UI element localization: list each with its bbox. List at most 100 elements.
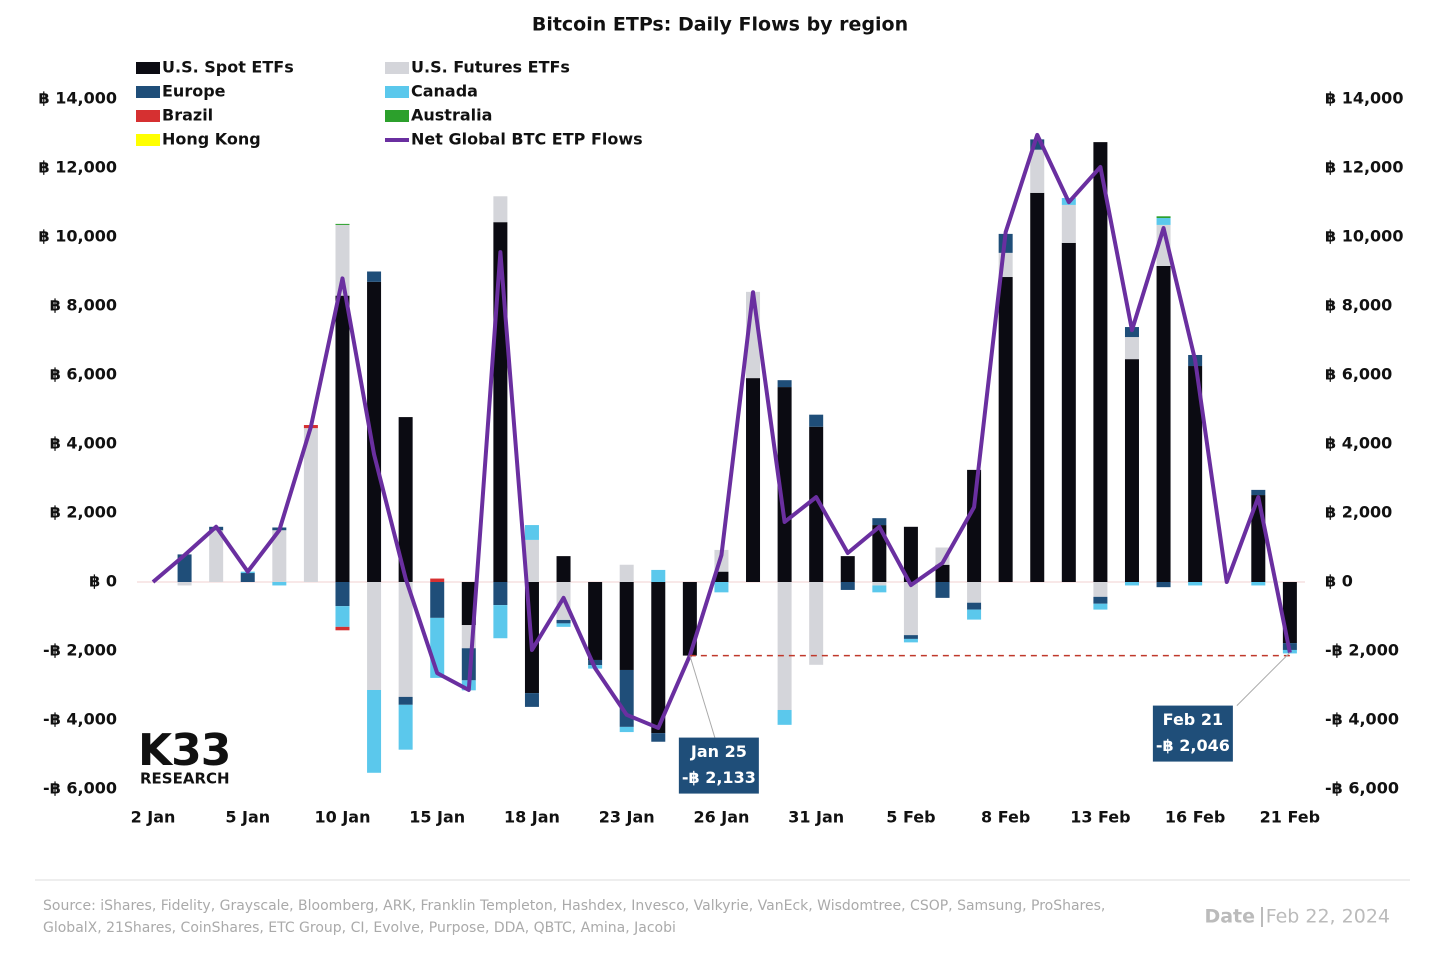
bar-segment — [903, 582, 918, 636]
y-tick-label: ฿ 6,000 — [50, 365, 117, 384]
bar-segment — [903, 526, 918, 582]
bar-segment — [967, 602, 982, 610]
logo-sub: RESEARCH — [140, 770, 230, 788]
bar-segment — [367, 689, 382, 773]
legend-label: Brazil — [162, 106, 213, 125]
bar-segment — [872, 518, 887, 526]
y2-tick-label: ฿ 8,000 — [1325, 296, 1392, 315]
bar-segment — [777, 380, 792, 388]
chart-title: Bitcoin ETPs: Daily Flows by region — [532, 14, 908, 36]
y-tick-label: -฿ 4,000 — [43, 710, 117, 729]
legend-swatch — [385, 86, 409, 98]
bar-segment — [303, 428, 318, 582]
y-tick-label: ฿ 10,000 — [39, 227, 117, 246]
bar-segment — [935, 582, 950, 598]
y2-tick-label: -฿ 2,000 — [1325, 641, 1399, 660]
bar-segment — [619, 564, 634, 582]
x-tick-label: 18 Jan — [504, 808, 560, 827]
legend-swatch — [385, 110, 409, 122]
logo: K33 — [138, 725, 230, 776]
footer-date: Feb 22, 2024 — [1266, 906, 1390, 928]
bar-segment — [524, 693, 539, 707]
legend-label: U.S. Spot ETFs — [162, 58, 294, 77]
bar-segment — [367, 582, 382, 690]
bar-segment — [335, 582, 350, 607]
bar-segment — [556, 619, 571, 624]
bar-segment — [935, 564, 950, 582]
y-tick-label: ฿ 14,000 — [39, 89, 117, 108]
bar-segment — [1124, 582, 1139, 586]
x-tick-label: 5 Feb — [886, 808, 935, 827]
bar-segment — [556, 623, 571, 627]
bar-segment — [872, 585, 887, 593]
bar-segment — [556, 556, 571, 582]
y-tick-label: -฿ 2,000 — [43, 641, 117, 660]
legend-swatch — [136, 86, 160, 98]
annotation-value: -฿ 2,046 — [1156, 736, 1230, 755]
bar-segment — [272, 582, 287, 586]
bar-segment — [619, 726, 634, 733]
legend-label: Net Global BTC ETP Flows — [411, 130, 643, 149]
legend-swatch — [136, 134, 160, 146]
x-tick-label: 21 Feb — [1260, 808, 1320, 827]
bar-segment — [1188, 366, 1203, 582]
bar-segment — [398, 417, 413, 582]
bar-segment — [1093, 603, 1108, 610]
bar-segment — [1061, 242, 1076, 583]
legend-swatch — [136, 62, 160, 74]
x-tick-label: 15 Jan — [409, 808, 465, 827]
y-tick-label: ฿ 4,000 — [50, 434, 117, 453]
bar-segment — [335, 295, 350, 582]
bar-segment — [967, 582, 982, 603]
bar-segment — [367, 271, 382, 282]
y2-tick-label: ฿ 0 — [1325, 572, 1353, 591]
annotation-value: -฿ 2,133 — [682, 768, 756, 787]
legend-label: Europe — [162, 82, 226, 101]
bar-segment — [809, 426, 824, 582]
y2-tick-label: ฿ 14,000 — [1325, 89, 1403, 108]
bar-segment — [430, 578, 445, 582]
legend-swatch — [136, 110, 160, 122]
bar-segment — [335, 223, 350, 225]
annotation-title: Jan 25 — [690, 742, 747, 761]
bar-segment — [1030, 149, 1045, 193]
y2-tick-label: -฿ 6,000 — [1325, 779, 1399, 798]
x-tick-label: 2 Jan — [131, 808, 176, 827]
bar-segment — [1156, 582, 1171, 588]
bar-segment — [714, 571, 729, 582]
y2-tick-label: ฿ 12,000 — [1325, 158, 1403, 177]
net-flow-line — [151, 132, 1292, 730]
bar-segment — [1251, 582, 1266, 586]
bar-segment — [335, 224, 350, 296]
bar-segment — [398, 582, 413, 697]
annotation-connector — [689, 655, 716, 738]
bar-segment — [1093, 582, 1108, 597]
footer-source: Source: iShares, Fidelity, Grayscale, Bl… — [43, 898, 1105, 914]
y2-tick-label: -฿ 4,000 — [1325, 710, 1399, 729]
bar-segment — [809, 414, 824, 427]
annotation-connector — [1236, 652, 1291, 706]
bar-segment — [903, 638, 918, 643]
legend-label: Canada — [411, 82, 478, 101]
footer-date-label: Date — [1204, 906, 1255, 928]
bar-segment — [1030, 139, 1045, 150]
bar-segment — [998, 277, 1013, 582]
bar-segment — [367, 281, 382, 582]
bar-segment — [493, 605, 508, 639]
bar-segment — [777, 387, 792, 582]
bar-segment — [1188, 582, 1203, 586]
bar-segment — [746, 378, 761, 582]
bar-segment — [493, 196, 508, 223]
legend-label: Hong Kong — [162, 130, 261, 149]
bar-segment — [777, 709, 792, 725]
bar-segment — [903, 635, 918, 639]
y2-tick-label: ฿ 10,000 — [1325, 227, 1403, 246]
x-tick-label: 5 Jan — [225, 808, 270, 827]
bar-segment — [651, 582, 666, 734]
bar-segment — [714, 582, 729, 593]
bar-segment — [967, 609, 982, 620]
bar-segment — [967, 469, 982, 582]
bar-segment — [335, 626, 350, 631]
bar-segment — [651, 569, 666, 582]
